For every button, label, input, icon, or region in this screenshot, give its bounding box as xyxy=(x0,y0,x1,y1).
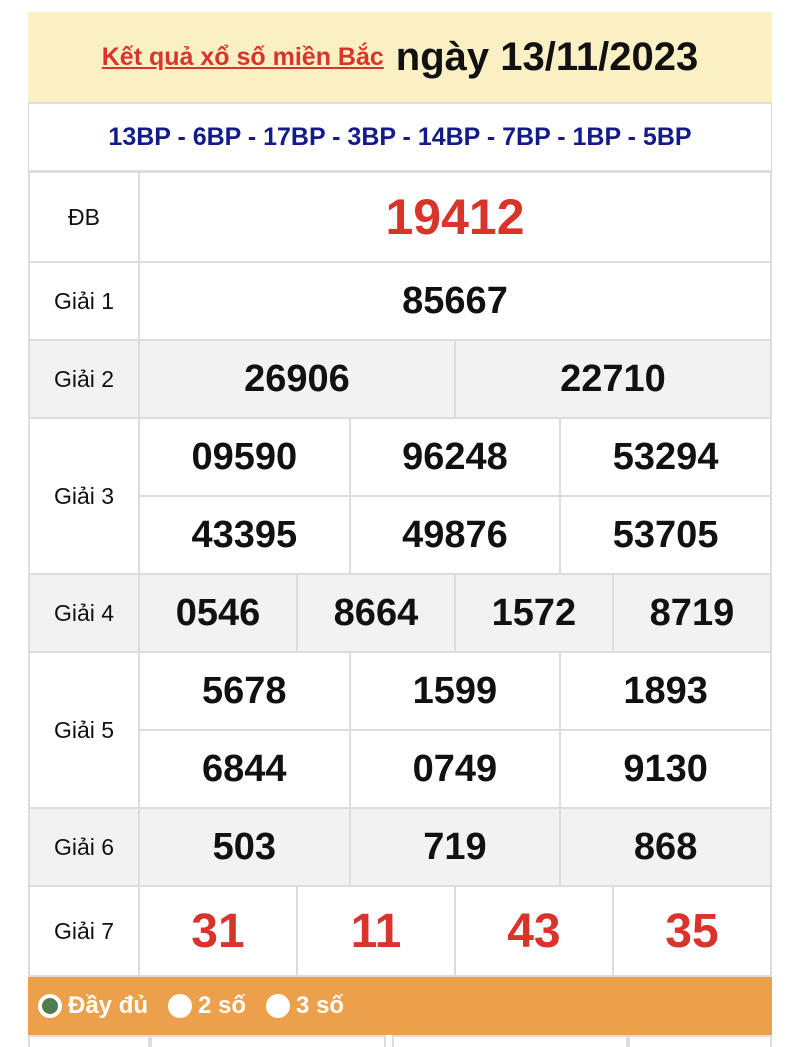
prize-number: 22710 xyxy=(453,339,773,419)
prize-number: 868 xyxy=(559,807,772,887)
prize-number: 1893 xyxy=(559,651,772,731)
prize-number: 49876 xyxy=(348,495,562,575)
prize-row-g4: Giải 4 0546 8664 1572 8719 xyxy=(28,573,773,653)
prize-number: 35 xyxy=(611,885,773,977)
prize-number: 43395 xyxy=(138,495,351,575)
prize-table: ĐB 19412 Giải 1 85667 Giải 2 26906 22710… xyxy=(28,171,773,977)
special-prize-number: 19412 xyxy=(138,171,772,263)
prize-number: 96248 xyxy=(348,417,562,497)
radio-selected-icon[interactable] xyxy=(38,994,62,1018)
prize-row-g2: Giải 2 26906 22710 xyxy=(28,339,773,419)
prize-number: 503 xyxy=(138,807,351,887)
prize-number: 43 xyxy=(453,885,614,977)
radio-icon[interactable] xyxy=(266,994,291,1018)
lottery-results: Kết quả xổ số miền Bắc ngày 13/11/2023 1… xyxy=(28,12,773,1047)
prize-number: 8719 xyxy=(611,573,773,653)
radio-icon[interactable] xyxy=(168,994,193,1018)
prize-row-g7: Giải 7 31 11 43 35 xyxy=(28,885,773,977)
prize-number: 8664 xyxy=(295,573,456,653)
prize-number: 11 xyxy=(295,885,456,977)
prize-number: 31 xyxy=(138,885,298,977)
prize-number: 9130 xyxy=(559,729,772,809)
prize-row-db: ĐB 19412 xyxy=(28,171,772,263)
prize-number: 53294 xyxy=(559,417,772,497)
option-2-digits[interactable]: 2 số xyxy=(168,992,246,1020)
option-full[interactable]: Đầy đủ xyxy=(38,992,148,1020)
next-table-edge xyxy=(28,1035,772,1047)
prize-number: 09590 xyxy=(138,417,351,497)
prize-number: 0546 xyxy=(138,573,298,653)
prize-number: 719 xyxy=(348,807,562,887)
results-title-link[interactable]: Kết quả xổ số miền Bắc xyxy=(101,42,384,71)
prize-label: Giải 1 xyxy=(28,261,140,341)
prize-row-g1: Giải 1 85667 xyxy=(28,261,772,341)
draw-codes: 13BP - 6BP - 17BP - 3BP - 14BP - 7BP - 1… xyxy=(28,104,772,171)
prize-label: Giải 5 xyxy=(28,651,140,809)
prize-number: 85667 xyxy=(138,261,772,341)
prize-label: ĐB xyxy=(28,171,140,263)
prize-number: 53705 xyxy=(559,495,772,575)
prize-row-g5b: 6844 0749 9130 xyxy=(29,729,772,809)
prize-number: 1599 xyxy=(348,651,562,731)
prize-label: Giải 2 xyxy=(28,339,140,419)
prize-label: Giải 7 xyxy=(28,885,140,977)
prize-label: Giải 4 xyxy=(28,573,140,653)
prize-number: 6844 xyxy=(138,729,351,809)
option-3-digits[interactable]: 3 số xyxy=(266,992,344,1020)
option-label: 2 số xyxy=(198,992,247,1019)
option-label: 3 số xyxy=(296,992,345,1019)
results-date: ngày 13/11/2023 xyxy=(395,34,699,79)
prize-number: 0749 xyxy=(348,729,562,809)
prize-number: 5678 xyxy=(138,651,351,731)
results-header: Kết quả xổ số miền Bắc ngày 13/11/2023 xyxy=(28,12,772,104)
prize-row-g3: Giải 3 09590 96248 53294 xyxy=(28,417,772,575)
prize-number: 26906 xyxy=(138,339,456,419)
prize-number: 1572 xyxy=(453,573,614,653)
display-options-bar: Đầy đủ 2 số 3 số xyxy=(28,977,772,1035)
prize-row-g6: Giải 6 503 719 868 xyxy=(28,807,772,887)
prize-label: Giải 6 xyxy=(28,807,140,887)
prize-label: Giải 3 xyxy=(28,417,140,575)
option-label: Đầy đủ xyxy=(68,992,149,1019)
prize-row-g5: Giải 5 5678 1599 1893 xyxy=(28,651,772,809)
prize-row-g3b: 43395 49876 53705 xyxy=(29,495,772,575)
